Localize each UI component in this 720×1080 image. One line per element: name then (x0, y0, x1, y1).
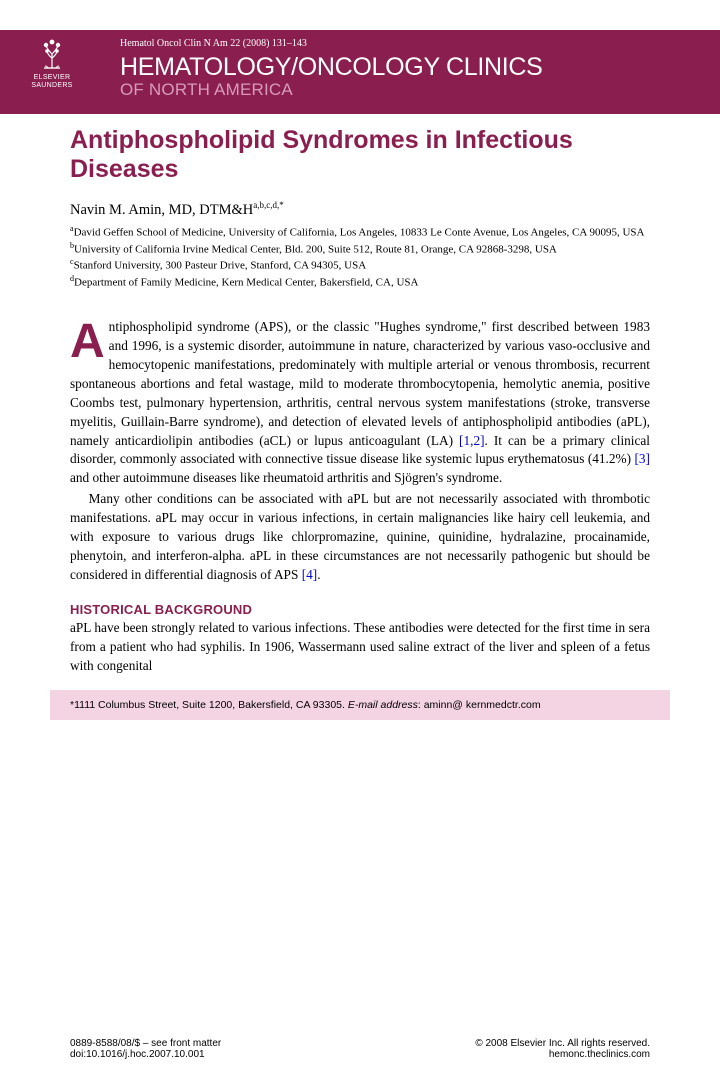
article-page: ELSEVIER SAUNDERS Hematol Oncol Clin N A… (0, 0, 720, 740)
publisher-block: ELSEVIER SAUNDERS (22, 36, 82, 89)
historical-paragraph: aPL have been strongly related to variou… (70, 619, 650, 676)
issn-line: 0889-8588/08/$ – see front matter (70, 1038, 221, 1049)
journal-subtitle: OF NORTH AMERICA (120, 80, 650, 100)
affiliations-block: aDavid Geffen School of Medicine, Univer… (70, 224, 650, 290)
article-title: Antiphospholipid Syndromes in Infectious… (70, 126, 650, 184)
elsevier-tree-icon (34, 36, 70, 72)
journal-url: hemonc.theclinics.com (549, 1049, 650, 1060)
author-name: Navin M. Amin, MD, DTM&H (70, 201, 253, 217)
copyright-line: © 2008 Elsevier Inc. All rights reserved… (475, 1038, 650, 1049)
affiliation-a: aDavid Geffen School of Medicine, Univer… (70, 224, 650, 241)
correspondence-address: *1111 Columbus Street, Suite 1200, Baker… (70, 699, 348, 711)
citation-line: Hematol Oncol Clin N Am 22 (2008) 131–14… (120, 38, 650, 49)
journal-header-band: ELSEVIER SAUNDERS Hematol Oncol Clin N A… (0, 30, 720, 114)
author-affil-marks: a,b,c,d,* (253, 200, 284, 210)
publisher-name: ELSEVIER SAUNDERS (22, 74, 82, 89)
section-heading-historical: HISTORICAL BACKGROUND (70, 601, 650, 619)
affiliation-d: dDepartment of Family Medicine, Kern Med… (70, 274, 650, 291)
cite-ref-1-2[interactable]: [1,2] (459, 433, 484, 448)
doi-line: doi:10.1016/j.hoc.2007.10.001 (70, 1049, 205, 1060)
intro-paragraph-1: Antiphospholipid syndrome (APS), or the … (70, 318, 650, 488)
cite-ref-4[interactable]: [4] (302, 567, 318, 582)
intro-paragraph-2: Many other conditions can be associated … (70, 490, 650, 584)
correspondence-email: : aminn@ kernmedctr.com (418, 699, 541, 711)
article-title-text: Antiphospholipid Syndromes in Infectious… (70, 126, 573, 183)
page-footer: 0889-8588/08/$ – see front matter © 2008… (70, 1038, 650, 1060)
body-text: Antiphospholipid syndrome (APS), or the … (70, 318, 650, 675)
email-label: E-mail address (348, 699, 418, 711)
author-line: Navin M. Amin, MD, DTM&Ha,b,c,d,* (70, 200, 650, 219)
affiliation-c: cStanford University, 300 Pasteur Drive,… (70, 257, 650, 274)
journal-title: HEMATOLOGY/ONCOLOGY CLINICS (120, 53, 650, 82)
affiliation-b: bUniversity of California Irvine Medical… (70, 241, 650, 258)
drop-cap: A (70, 318, 109, 363)
cite-ref-3[interactable]: [3] (634, 451, 650, 466)
correspondence-box: *1111 Columbus Street, Suite 1200, Baker… (50, 690, 670, 720)
